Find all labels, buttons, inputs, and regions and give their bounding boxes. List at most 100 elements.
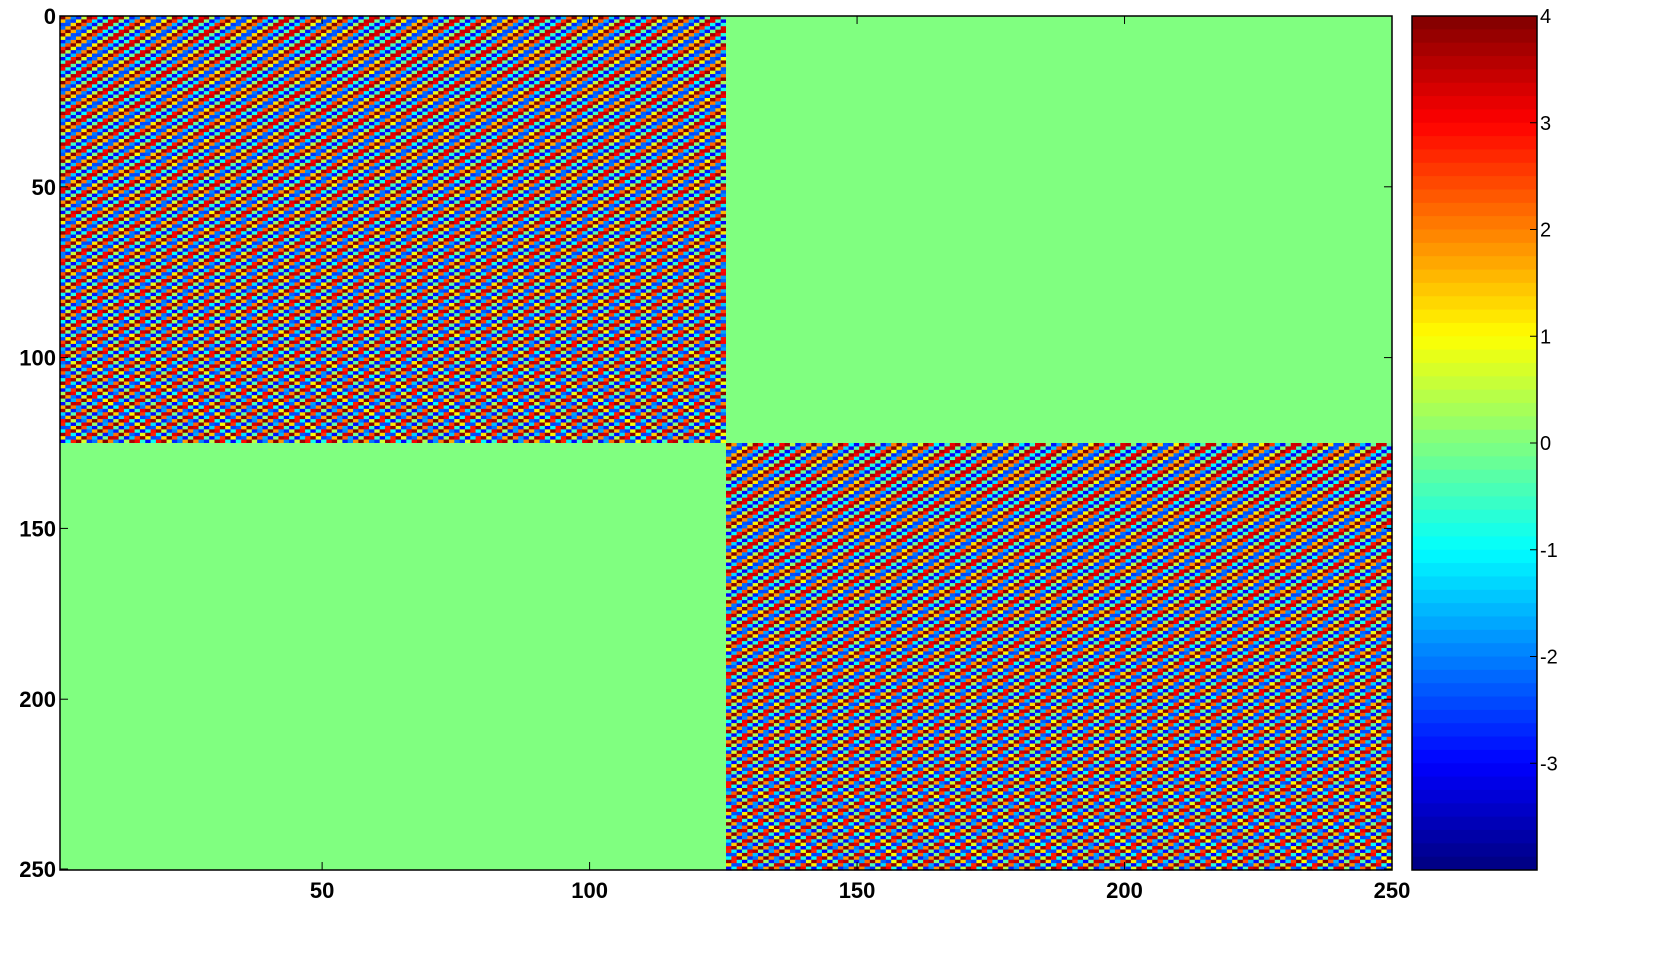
heatmap-cell — [215, 115, 221, 119]
heatmap-cell — [486, 118, 492, 122]
heatmap-cell — [438, 132, 444, 136]
heatmap-cell — [417, 136, 423, 140]
heatmap-cell — [683, 136, 689, 140]
heatmap-cell — [486, 136, 492, 140]
heatmap-cell — [492, 64, 498, 68]
heatmap-cell — [284, 108, 290, 112]
heatmap-cell — [412, 149, 418, 153]
heatmap-cell — [454, 74, 460, 78]
heatmap-cell — [449, 23, 455, 27]
heatmap-cell — [385, 142, 391, 146]
heatmap-cell — [476, 23, 482, 27]
heatmap-cell — [65, 67, 71, 71]
heatmap-cell — [540, 47, 546, 51]
heatmap-cell — [257, 81, 263, 85]
heatmap-cell — [71, 125, 77, 129]
heatmap-cell — [513, 136, 519, 140]
heatmap-cell — [481, 91, 487, 95]
heatmap-cell — [401, 40, 407, 44]
heatmap-cell — [65, 91, 71, 95]
heatmap-cell — [87, 64, 93, 68]
heatmap-cell — [135, 125, 141, 129]
heatmap-cell — [481, 50, 487, 54]
heatmap-cell — [348, 142, 354, 146]
heatmap-cell — [635, 125, 641, 129]
heatmap-cell — [273, 108, 279, 112]
heatmap-cell — [385, 47, 391, 51]
heatmap-cell — [593, 64, 599, 68]
heatmap-cell — [129, 149, 135, 153]
heatmap-cell — [492, 84, 498, 88]
heatmap-cell — [231, 125, 237, 129]
heatmap-cell — [502, 84, 508, 88]
heatmap-cell — [246, 40, 252, 44]
heatmap-cell — [571, 81, 577, 85]
heatmap-cell — [630, 132, 636, 136]
heatmap-cell — [246, 142, 252, 146]
heatmap-cell — [71, 67, 77, 71]
heatmap-cell — [460, 81, 466, 85]
heatmap-cell — [369, 136, 375, 140]
heatmap-cell — [321, 142, 327, 146]
heatmap-cell — [209, 64, 215, 68]
heatmap-cell — [577, 30, 583, 34]
heatmap-cell — [204, 30, 210, 34]
heatmap-cell — [358, 91, 364, 95]
heatmap-cell — [556, 40, 562, 44]
heatmap-cell — [449, 125, 455, 129]
heatmap-cell — [705, 125, 711, 129]
heatmap-cell — [113, 50, 119, 54]
heatmap-cell — [433, 91, 439, 95]
heatmap-cell — [342, 47, 348, 51]
heatmap-cell — [278, 115, 284, 119]
heatmap-cell — [571, 74, 577, 78]
heatmap-cell — [353, 101, 359, 105]
heatmap-cell — [433, 125, 439, 129]
heatmap-cell — [486, 40, 492, 44]
heatmap-cell — [60, 101, 66, 105]
heatmap-cell — [262, 118, 268, 122]
heatmap-cell — [92, 33, 98, 37]
heatmap-cell — [241, 108, 247, 112]
heatmap-cell — [667, 33, 673, 37]
heatmap-cell — [444, 40, 450, 44]
heatmap-cell — [236, 108, 242, 112]
heatmap-cell — [236, 23, 242, 27]
heatmap-cell — [241, 47, 247, 51]
heatmap-cell — [316, 74, 322, 78]
heatmap-cell — [625, 108, 631, 112]
heatmap-cell — [454, 33, 460, 37]
heatmap-cell — [241, 136, 247, 140]
heatmap-cell — [300, 23, 306, 27]
heatmap-cell — [454, 142, 460, 146]
heatmap-cell — [449, 118, 455, 122]
heatmap-cell — [390, 81, 396, 85]
heatmap-cell — [699, 67, 705, 71]
heatmap-cell — [566, 74, 572, 78]
heatmap-cell — [609, 33, 615, 37]
heatmap-cell — [449, 33, 455, 37]
heatmap-cell — [577, 67, 583, 71]
heatmap-cell — [540, 142, 546, 146]
heatmap-cell — [183, 132, 189, 136]
heatmap-cell — [358, 84, 364, 88]
heatmap-cell — [470, 101, 476, 105]
heatmap-cell — [486, 57, 492, 61]
heatmap-cell — [65, 108, 71, 112]
heatmap-cell — [183, 47, 189, 51]
heatmap-cell — [156, 115, 162, 119]
heatmap-cell — [641, 132, 647, 136]
heatmap-cell — [710, 50, 716, 54]
heatmap-cell — [364, 98, 370, 102]
heatmap-cell — [641, 118, 647, 122]
heatmap-cell — [486, 33, 492, 37]
heatmap-cell — [460, 57, 466, 61]
heatmap-cell — [721, 64, 727, 68]
heatmap-cell — [603, 136, 609, 140]
heatmap-cell — [353, 30, 359, 34]
heatmap-cell — [699, 81, 705, 85]
heatmap-cell — [332, 64, 338, 68]
heatmap-cell — [460, 118, 466, 122]
heatmap-cell — [428, 149, 434, 153]
heatmap-cell — [172, 50, 178, 54]
